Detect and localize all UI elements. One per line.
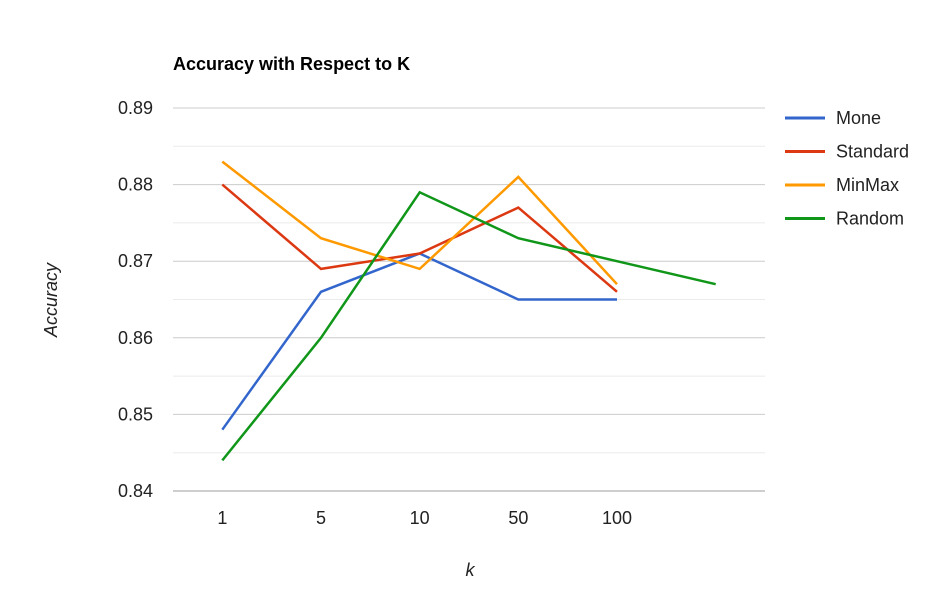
chart-title: Accuracy with Respect to K xyxy=(173,54,410,74)
y-tick-label: 0.87 xyxy=(118,251,153,271)
legend-label: Random xyxy=(836,209,904,229)
legend-label: Mone xyxy=(836,108,881,128)
x-axis-ticks: 1 5 10 50 100 xyxy=(217,508,632,528)
y-tick-label: 0.89 xyxy=(118,98,153,118)
x-tick-label: 100 xyxy=(602,508,632,528)
y-tick-label: 0.88 xyxy=(118,175,153,195)
x-tick-label: 5 xyxy=(316,508,326,528)
series-line-minmax xyxy=(221,160,618,286)
y-tick-label: 0.84 xyxy=(118,481,153,501)
series-line-mone xyxy=(221,252,617,431)
series-line-standard xyxy=(221,183,618,293)
series-line-random xyxy=(221,190,716,462)
y-tick-label: 0.85 xyxy=(118,404,153,424)
legend-label: MinMax xyxy=(836,175,899,195)
y-axis-ticks: 0.84 0.85 0.86 0.87 0.88 0.89 xyxy=(118,98,153,501)
legend-label: Standard xyxy=(836,142,909,162)
legend-item-minmax: MinMax xyxy=(785,175,899,195)
series-lines xyxy=(221,160,716,462)
y-axis-label: Accuracy xyxy=(41,262,61,338)
x-tick-label: 50 xyxy=(508,508,528,528)
x-tick-label: 1 xyxy=(217,508,227,528)
grid-lines xyxy=(173,107,765,492)
y-tick-label: 0.86 xyxy=(118,328,153,348)
legend: Mone Standard MinMax Random xyxy=(785,108,909,229)
legend-item-mone: Mone xyxy=(785,108,881,128)
x-tick-label: 10 xyxy=(410,508,430,528)
legend-item-standard: Standard xyxy=(785,142,909,162)
legend-item-random: Random xyxy=(785,209,904,229)
x-axis-label: k xyxy=(466,560,476,580)
